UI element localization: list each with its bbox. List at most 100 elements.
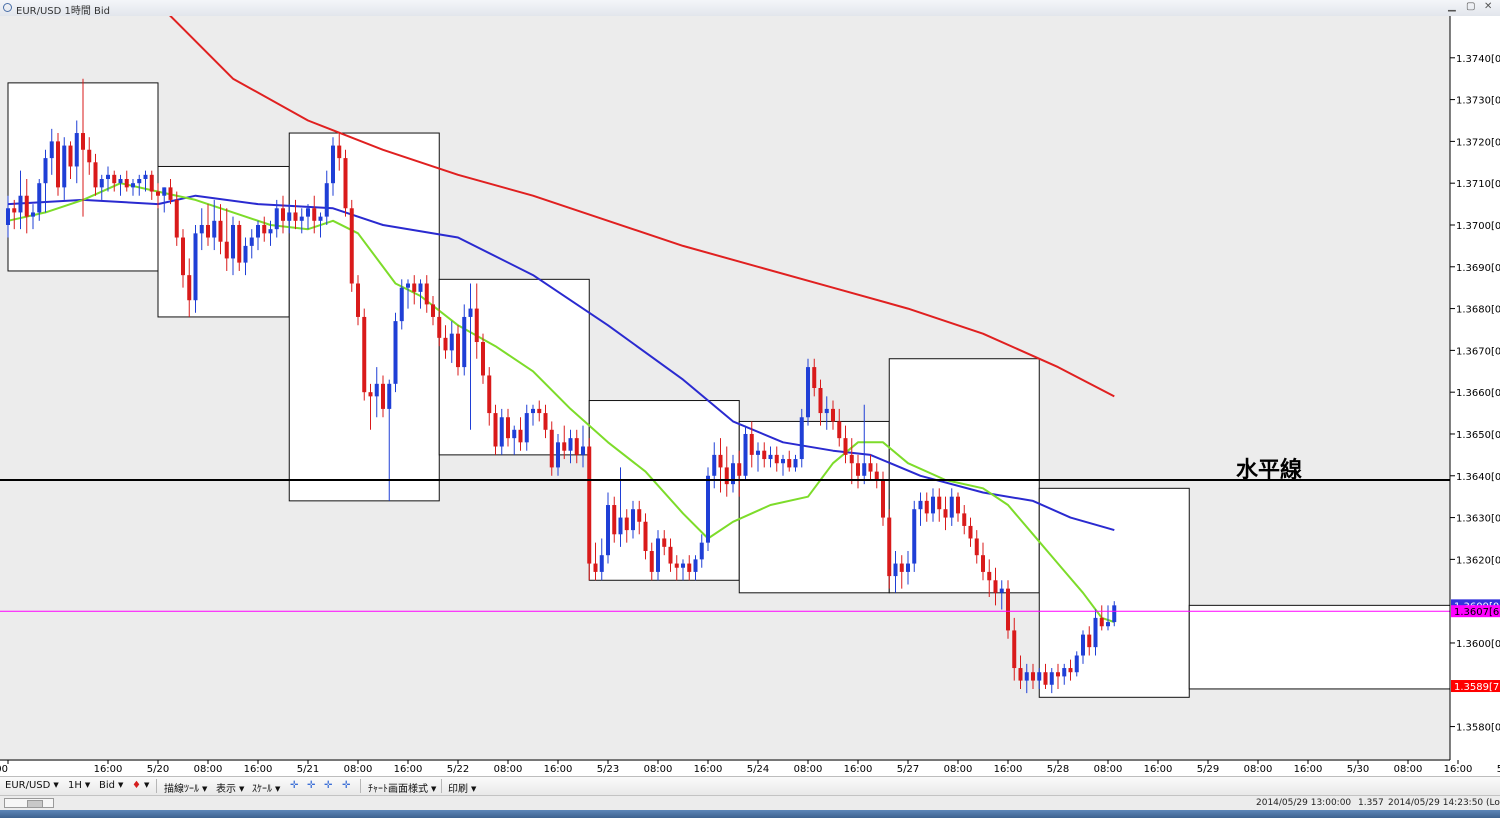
candle-body [749,433,754,455]
ma_long-line [169,16,1115,398]
candle-down [537,400,542,422]
candle-down [293,199,298,230]
scroll-left-icon[interactable]: ✛ [324,780,333,791]
candle-body [1099,617,1104,627]
candle-down [68,141,73,180]
price-axis[interactable] [1450,16,1500,776]
symbol-select[interactable]: EUR/USD ▼ [5,780,59,791]
candle-down [593,542,598,581]
candle-body [456,333,460,368]
horizontal-scrollbar[interactable] [4,798,54,808]
scroll-right-icon[interactable]: ✛ [342,780,351,791]
time-axis[interactable] [0,761,1450,776]
candle-body [806,367,810,418]
chart-style-menu[interactable]: ﾁｬｰﾄ画面様式 ▼ [368,784,437,795]
candle-up [256,220,260,251]
candle-down [262,216,267,242]
candle-body [256,224,260,238]
candle-down [362,308,367,401]
candle-down [1012,617,1017,681]
zoom-in-icon[interactable]: ✛ [290,780,299,791]
maximize-icon[interactable]: ▢ [1466,1,1476,12]
candle-body [1112,605,1117,623]
candle-body [549,429,554,468]
candle-up [49,128,54,175]
candle-body [956,496,960,514]
scrollbar-thumb[interactable] [27,800,43,808]
candle-down [643,513,648,560]
candle-body [306,208,310,217]
time-tick-label: 5/22 [447,764,469,775]
print-menu[interactable]: 印刷 ▼ [448,784,477,795]
candle-up [1037,668,1042,689]
price-axis-ticks: 1.3740[0] 1.3730[0] 1.3720[0] 1.3710[0] 1.37… [1450,54,1500,734]
candle-body [1043,672,1048,685]
candle-up [931,488,935,522]
display-menu[interactable]: 表示 ▼ [216,784,245,795]
candle-down [1018,655,1023,689]
candle-up [568,429,573,464]
candle-body [318,216,323,221]
candle-down [368,383,373,430]
candle-body [693,559,698,572]
candle-down [737,450,742,497]
candle-body [818,388,823,414]
timeframe-select[interactable]: 1H ▼ [68,780,91,791]
candle-body [643,521,648,552]
candle-body [156,191,160,196]
candle-body [743,433,748,476]
candle-body [618,517,623,535]
zoom-out-icon[interactable]: ✛ [307,780,316,791]
candle-body [237,224,242,263]
candle-down [187,258,192,317]
minimize-icon[interactable]: ▁ [1448,1,1456,12]
candle-up [999,580,1004,610]
price-tick-label: 1.3630[0] [1456,514,1500,525]
status-bar: 2014/05/29 13:00:00 1.357 2014/05/29 14:… [0,795,1500,810]
candle-up [824,396,829,430]
candle-down [281,195,285,234]
candle-body [18,195,23,213]
candle-down [874,463,879,489]
candle-down [124,170,129,192]
candle-body [56,141,60,188]
candle-body [656,538,660,572]
candle-up [949,488,954,526]
close-icon[interactable]: ✕ [1484,1,1493,12]
price-tick-label: 1.3660[0] [1456,388,1500,399]
candle-body [137,179,142,184]
candle-up [324,170,329,225]
time-tick-label: 5/23 [597,764,619,775]
candle-down [968,517,973,547]
time-tick-label: 08:00 [1094,764,1123,775]
candle-body [206,224,210,238]
candle-up [399,279,404,330]
order-icon[interactable]: ♦ ▼ [132,780,150,791]
candle-body [981,555,985,572]
candle-up [199,208,204,251]
candle-up [37,179,42,221]
candle-body [487,375,492,414]
scale-menu[interactable]: ｽｹｰﾙ ▼ [252,784,281,795]
candle-down [649,542,654,581]
candle-down [1006,580,1010,639]
price-chart[interactable]: 1.3740[0] 1.3730[0] 1.3720[0] 1.3710[0] 1.37… [0,16,1500,776]
time-tick-label: 16:00 [544,764,573,775]
drawing-tools-menu[interactable]: 描線ﾂｰﾙ ▼ [164,784,208,795]
candle-down [562,425,567,460]
candle-body [74,133,79,167]
candle-down [718,438,723,493]
time-tick-label: 5/29 [1197,764,1219,775]
candle-down [493,404,498,455]
price-tick-label: 1.3730[0] [1456,96,1500,107]
candle-up [862,404,867,485]
price-side-select[interactable]: Bid ▼ [99,780,124,791]
candle-body [518,429,523,443]
candle-body [574,438,579,455]
candle-up [274,199,279,238]
candle-down [668,538,673,572]
candle-down [624,509,629,543]
candle-body [1081,634,1085,656]
candle-body [987,571,992,581]
candle-up [531,404,535,426]
